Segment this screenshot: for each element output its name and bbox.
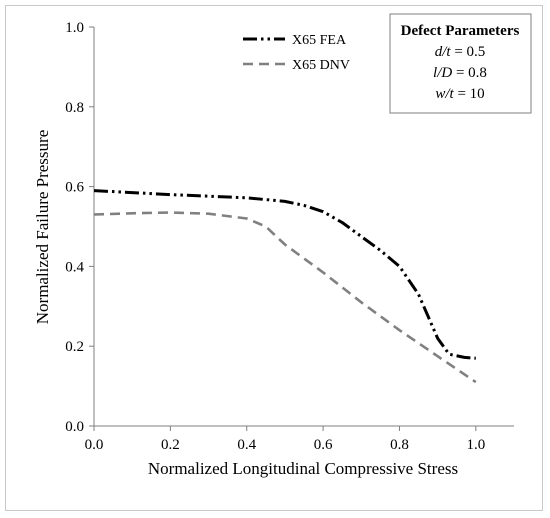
annotation-line: l/D = 0.8 <box>433 65 487 81</box>
legend: X65 FEA X65 DNV <box>243 33 350 73</box>
y-tick-label: 0.0 <box>65 419 84 435</box>
y-tick-label: 0.6 <box>65 180 84 196</box>
annotation-line: d/t = 0.5 <box>435 44 486 60</box>
annotation-border <box>389 13 532 114</box>
x-tick-label: 0.4 <box>237 437 256 453</box>
y-tick-label: 1.0 <box>65 20 84 36</box>
legend-label: X65 DNV <box>292 58 350 73</box>
x-tick-label: 0.0 <box>85 437 104 453</box>
y-tick-label: 0.2 <box>65 339 84 355</box>
x-tick-label: 1.0 <box>466 437 485 453</box>
annotation-line: w/t = 10 <box>435 86 484 102</box>
legend-label: X65 FEA <box>292 33 347 48</box>
axes: 0.0 0.2 0.4 0.6 0.8 1.0 0.0 0.2 0.4 0.6 0.8 1.0 <box>65 20 514 453</box>
series-line-x65-fea <box>93 189 476 360</box>
x-tick-label: 0.2 <box>161 437 180 453</box>
x-tick-label: 0.8 <box>390 437 409 453</box>
series-line-x65-dnv <box>93 211 477 384</box>
y-axis-label: Normalized Failure Pressure <box>33 130 52 325</box>
annotation-title: Defect Parameters <box>401 23 520 39</box>
series-layer <box>93 189 477 384</box>
y-tick-label: 0.8 <box>65 100 84 116</box>
x-tick-label: 0.6 <box>314 437 333 453</box>
x-axis-label: Normalized Longitudinal Compressive Stre… <box>148 459 458 478</box>
defect-parameters-box: Defect Parameters d/t = 0.5 l/D = 0.8 w/t =… <box>389 13 532 114</box>
y-tick-label: 0.4 <box>65 259 84 275</box>
